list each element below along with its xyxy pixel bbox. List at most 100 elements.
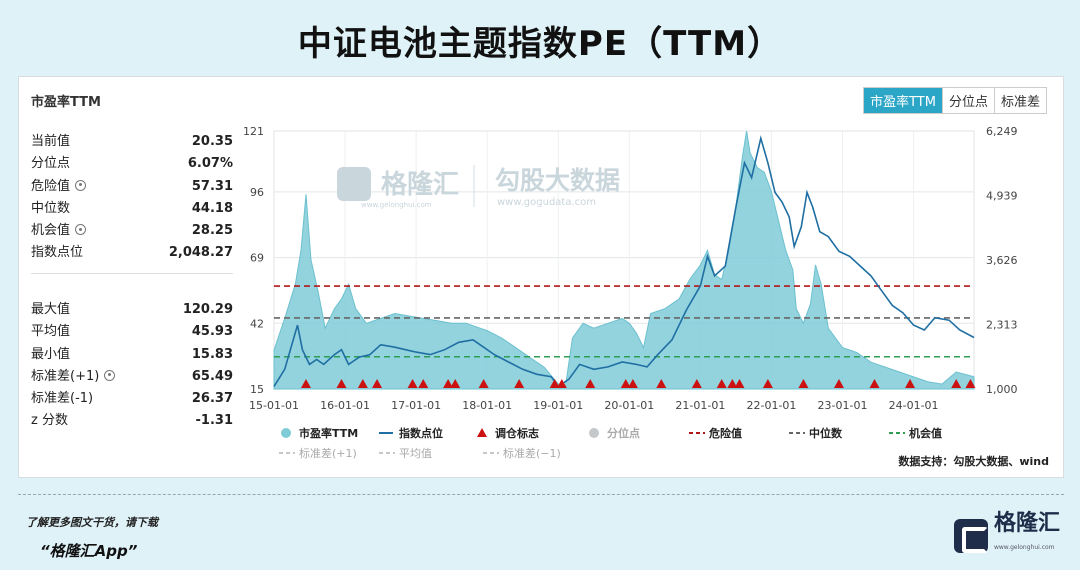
chart-card: 市盈率TTM 当前值 20.35 分位点 6.07% 危险值 57.31 中位数 44.18 机… [18, 76, 1064, 478]
tab-std-dev[interactable]: 标准差 [993, 88, 1046, 113]
stat-label: z 分数 [31, 413, 68, 429]
page-title: 中证电池主题指数PE（TTM） [297, 24, 783, 64]
stat-label: 中位数 [31, 200, 71, 216]
y-right-tick-label: 3,626 [986, 254, 1018, 267]
stat-label: 指数点位 [31, 245, 84, 261]
rebalance-marker [833, 379, 844, 388]
rebalance-marker [627, 379, 638, 388]
watermark-logo-icon [337, 167, 371, 201]
x-tick-label: 16-01-01 [320, 399, 370, 412]
legend-label: 标准差(−1) [503, 446, 561, 460]
pe-chart: 15 42 69 96 121 1,000 2,313 3,626 4,939 6,249 15-0… [243, 125, 1018, 460]
rebalance-marker [734, 379, 745, 388]
stat-value: 45.93 [191, 324, 233, 340]
rebalance-marker [336, 379, 347, 388]
rebalance-marker [407, 379, 418, 388]
rebalance-marker [727, 379, 738, 388]
rebalance-marker [549, 379, 560, 388]
stat-label: 当前值 [31, 134, 71, 149]
stat-value: 44.18 [191, 200, 233, 216]
gelonghui-logo-icon [953, 519, 988, 553]
legend-label: 平均值 [399, 447, 432, 460]
stat-row: 当前值 20.35 [31, 131, 233, 153]
rebalance-marker [514, 379, 525, 388]
tab-percentile[interactable]: 分位点 [941, 88, 994, 113]
watermark-brand-url: www.gelonghui.com [361, 201, 432, 209]
rebalance-marker [869, 379, 880, 388]
stat-value: 28.25 [191, 223, 233, 239]
stats-top: 当前值 20.35 分位点 6.07% 危险值 57.31 中位数 44.18 机会值 28.25… [31, 131, 233, 265]
y-left-tick-label: 121 [243, 125, 264, 138]
footer-app-name[interactable]: “格隆汇App” [40, 542, 138, 560]
legend-label: 机会值 [909, 426, 942, 440]
legend-label: 市盈率TTM [299, 426, 358, 440]
data-source: 数据支持：勾股大数据、wind [898, 455, 1049, 468]
stat-value: 20.35 [191, 134, 233, 149]
rebalance-marker [478, 379, 489, 388]
rebalance-marker [965, 379, 976, 388]
x-tick-label: 18-01-01 [462, 399, 512, 412]
panel-title: 市盈率TTM [31, 95, 101, 110]
series-pe-ttm-area [273, 130, 975, 390]
legend-label: 分位点 [607, 426, 640, 440]
stat-label: 平均值 [31, 324, 71, 340]
rebalance-marker [556, 379, 567, 388]
rebalance-marker [357, 379, 368, 388]
footer-divider [18, 494, 1064, 495]
watermark-brand: 格隆汇 [381, 169, 459, 200]
y-right-tick-label: 4,939 [986, 189, 1018, 202]
footer-download-hint: 了解更多图文干货，请下载 [26, 516, 158, 529]
view-tabs: 市盈率TTM 分位点 标准差 [863, 87, 1047, 114]
x-tick-label: 17-01-01 [391, 399, 441, 412]
stat-row: z 分数 -1.31 [31, 410, 233, 432]
y-right-tick-label: 1,000 [986, 383, 1018, 396]
stat-value: 65.49 [191, 368, 233, 384]
rebalance-marker [620, 379, 631, 388]
rebalance-marker [450, 379, 461, 388]
stat-row: 指数点位 2,048.27 [31, 242, 233, 264]
x-tick-label: 23-01-01 [818, 399, 868, 412]
gear-icon[interactable] [104, 369, 116, 381]
rebalance-marker [585, 379, 596, 388]
tab-pe-ttm[interactable]: 市盈率TTM [864, 88, 942, 113]
legend-symbol [477, 428, 487, 437]
gear-icon[interactable] [75, 179, 87, 191]
stat-value: 6.07% [187, 156, 233, 172]
rebalance-marker [951, 379, 962, 388]
x-tick-label: 21-01-01 [675, 399, 725, 412]
rebalance-marker [372, 379, 383, 388]
legend-symbol [281, 428, 291, 438]
rebalance-marker [905, 379, 916, 388]
legend-label: 危险值 [708, 426, 742, 440]
stat-label: 最小值 [31, 346, 71, 362]
rebalance-marker [691, 379, 702, 388]
legend-label: 调仓标志 [495, 426, 539, 440]
rebalance-marker [798, 379, 809, 388]
footer-logo: 格隆汇 www.gelonghui.com [953, 512, 1060, 560]
watermark-data-url: www.gogudata.com [497, 197, 596, 208]
rebalance-marker [716, 379, 727, 388]
stat-label: 机会值 [31, 220, 87, 242]
y-left-tick-label: 69 [250, 252, 264, 265]
stats-bottom: 最大值 120.29 平均值 45.93 最小值 15.83 标准差(+1) 65.49 标准差… [31, 299, 233, 433]
stat-value: 26.37 [191, 391, 233, 407]
stat-value: -1.31 [195, 413, 233, 429]
stat-row: 机会值 28.25 [31, 220, 233, 242]
x-tick-label: 22-01-01 [746, 399, 796, 412]
legend-symbol [589, 428, 599, 438]
x-tick-label: 20-01-01 [604, 399, 654, 412]
stat-row: 最小值 15.83 [31, 344, 233, 366]
stat-row: 中位数 44.18 [31, 198, 233, 220]
rebalance-marker [300, 379, 311, 388]
stat-value: 2,048.27 [168, 245, 233, 261]
watermark-data-brand: 勾股大数据 [495, 166, 620, 195]
rebalance-marker [656, 379, 667, 388]
stat-value: 57.31 [191, 178, 233, 194]
stat-label: 标准差(+1) [31, 366, 116, 388]
stat-row: 平均值 45.93 [31, 321, 233, 343]
y-left-tick-label: 96 [250, 186, 264, 199]
stat-row: 最大值 120.29 [31, 299, 233, 321]
gear-icon[interactable] [75, 224, 87, 236]
rebalance-marker [418, 379, 429, 388]
rebalance-marker [443, 379, 454, 388]
